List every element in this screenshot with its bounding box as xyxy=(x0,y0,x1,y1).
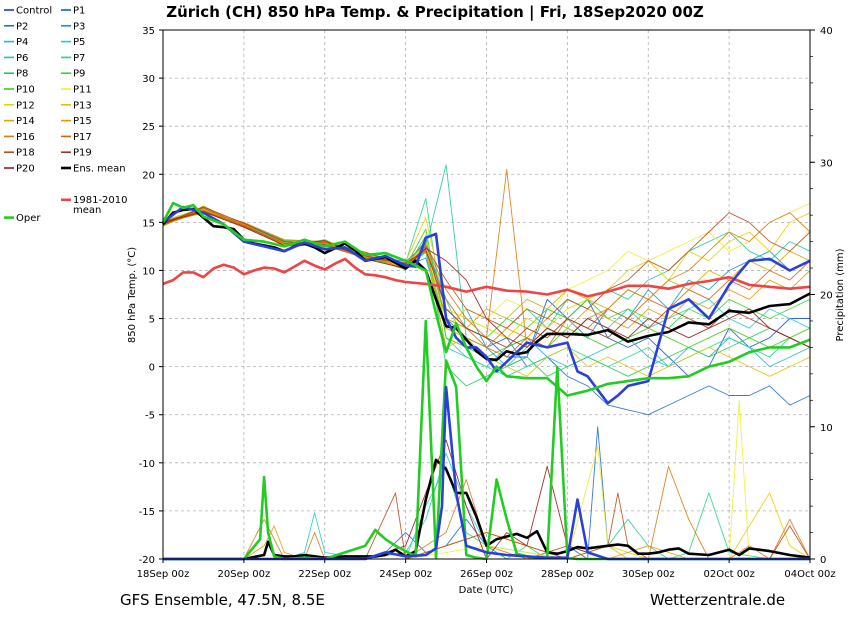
x-tick-label: 18Sep 00z xyxy=(137,569,190,580)
y2-tick-label: 40 xyxy=(820,26,833,37)
y-axis-label: 850 hPa Temp. (°C) xyxy=(127,247,138,343)
legend-label-p14: P14 xyxy=(16,116,35,127)
y-tick-label: 30 xyxy=(142,74,155,85)
y2-tick-label: 20 xyxy=(820,291,833,302)
y-tick-label: -10 xyxy=(139,459,155,470)
legend-label-control: Control xyxy=(16,6,52,17)
x-tick-label: 04Oct 00z xyxy=(784,569,835,580)
axes: -20 -15 -10 -5 0 5 10 15 20 25 30 35 18Sep 00z 20Sep … xyxy=(137,26,836,580)
y2-tick-label: 10 xyxy=(820,423,833,434)
x-tick-label: 26Sep 00z xyxy=(460,569,513,580)
y-tick-label: 20 xyxy=(142,170,155,181)
series-line-control xyxy=(162,205,811,405)
legend-label-p2: P2 xyxy=(16,21,28,32)
y2-tick-label: 0 xyxy=(820,555,826,566)
y2-tick-label: 30 xyxy=(820,158,833,169)
legend-label-p1: P1 xyxy=(73,6,85,17)
y-tick-label: 25 xyxy=(142,122,155,133)
y-tick-label: 0 xyxy=(149,363,155,374)
legend-label-p10: P10 xyxy=(16,85,35,96)
series-line-1981-2010-mean xyxy=(162,257,811,298)
x-tick-label: 30Sep 00z xyxy=(622,569,675,580)
legend-label-p3: P3 xyxy=(73,21,85,32)
y-tick-label: 5 xyxy=(149,315,155,326)
legend: Control P1 P2 P3 P4 P5 P6 P7 P8 P9 P10 P11 P12 P13 P14… xyxy=(4,6,128,224)
legend-label-oper: Oper xyxy=(16,213,41,224)
series-line-p13 xyxy=(162,208,811,377)
x-tick-label: 22Sep 00z xyxy=(298,569,351,580)
y-tick-label: -20 xyxy=(139,555,155,566)
y-tick-label: -15 xyxy=(139,507,155,518)
legend-label-1981-2010-mean: 1981-2010 mean xyxy=(73,195,128,216)
y-tick-label: 10 xyxy=(142,266,155,277)
x-tick-label: 20Sep 00z xyxy=(218,569,271,580)
series-line-oper xyxy=(161,201,811,397)
series-group xyxy=(161,164,811,561)
x-tick-label: 24Sep 00z xyxy=(379,569,432,580)
footer-model-info: GFS Ensemble, 47.5N, 8.5E xyxy=(120,591,325,609)
legend-label-p6: P6 xyxy=(16,53,28,64)
y-tick-label: 15 xyxy=(142,218,155,229)
legend-label-p7: P7 xyxy=(73,53,85,64)
series-line-ens-mean-precip xyxy=(163,458,811,561)
x-axis-label: Date (UTC) xyxy=(459,585,514,596)
chart-title: Zürich (CH) 850 hPa Temp. & Precipitatio… xyxy=(166,3,704,22)
footer-source: Wetterzentrale.de xyxy=(650,591,785,609)
y2-axis-label: Precipitation (mm) xyxy=(835,248,846,341)
legend-label-p15: P15 xyxy=(73,116,92,127)
y-tick-label: -5 xyxy=(145,411,155,422)
grid xyxy=(163,30,810,559)
legend-label-p13: P13 xyxy=(73,100,92,111)
legend-label-ens-mean: Ens. mean xyxy=(73,164,126,175)
y-tick-label: 35 xyxy=(142,26,155,37)
legend-label-p20: P20 xyxy=(16,164,35,175)
legend-label-p19: P19 xyxy=(73,148,92,159)
legend-label-p11: P11 xyxy=(73,85,92,96)
legend-label-p16: P16 xyxy=(16,132,35,143)
legend-label-p17: P17 xyxy=(73,132,92,143)
legend-label-p9: P9 xyxy=(73,69,85,80)
legend-label-p18: P18 xyxy=(16,148,35,159)
legend-label-p4: P4 xyxy=(16,37,28,48)
x-tick-label: 28Sep 00z xyxy=(541,569,594,580)
x-tick-label: 02Oct 00z xyxy=(704,569,755,580)
legend-label-p5: P5 xyxy=(73,37,85,48)
legend-label-p12: P12 xyxy=(16,100,35,111)
legend-label-p8: P8 xyxy=(16,69,28,80)
